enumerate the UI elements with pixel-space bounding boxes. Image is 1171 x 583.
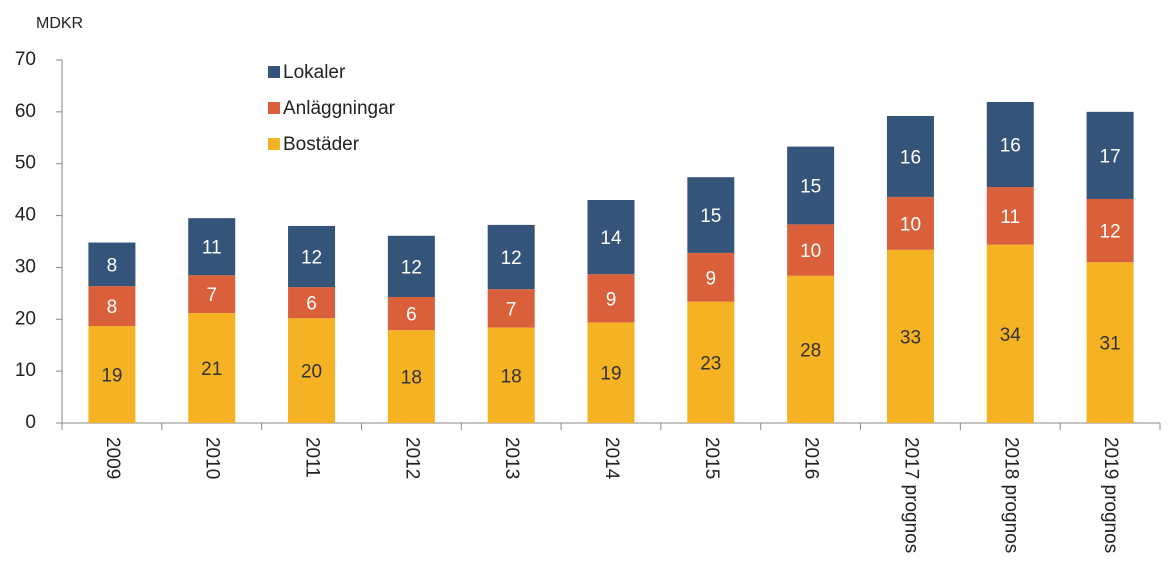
bar-segment bbox=[188, 218, 236, 276]
bar-segment bbox=[587, 200, 635, 275]
y-tick-label: 70 bbox=[15, 49, 36, 70]
data-label: 12 bbox=[301, 248, 322, 269]
data-label: 15 bbox=[700, 206, 721, 227]
bar-segment bbox=[487, 224, 535, 290]
legend-label: Lokaler bbox=[283, 62, 346, 83]
bar-segment bbox=[1086, 198, 1134, 263]
bar-segment bbox=[487, 327, 535, 423]
bar-segment bbox=[88, 242, 136, 287]
data-label: 16 bbox=[900, 147, 921, 168]
bar-segment bbox=[387, 235, 435, 297]
x-tick-label: 2017 prognos bbox=[900, 437, 921, 553]
bar-segment bbox=[288, 225, 336, 288]
bar-segment bbox=[387, 330, 435, 423]
bar-segment bbox=[487, 289, 535, 328]
bar-segment bbox=[88, 286, 136, 327]
data-label: 19 bbox=[600, 364, 621, 385]
data-label: 12 bbox=[501, 248, 522, 269]
y-tick-label: 50 bbox=[15, 153, 36, 174]
y-tick-label: 40 bbox=[15, 205, 36, 226]
x-tick-label: 2015 bbox=[701, 437, 722, 479]
bar-segment bbox=[886, 196, 934, 250]
bar-segment bbox=[587, 274, 635, 323]
bar-segment bbox=[1086, 111, 1134, 199]
data-label: 15 bbox=[800, 177, 821, 198]
bar-segment bbox=[1086, 262, 1134, 423]
bar-segment bbox=[986, 244, 1034, 423]
data-label: 8 bbox=[107, 297, 118, 318]
legend-label: Anläggningar bbox=[283, 98, 396, 119]
data-label: 34 bbox=[1000, 325, 1022, 346]
x-tick-label: 2009 bbox=[102, 437, 123, 479]
bar-segment bbox=[687, 301, 735, 423]
data-label: 21 bbox=[201, 359, 222, 380]
legend-label: Bostäder bbox=[283, 134, 360, 155]
x-tick-label: 2018 prognos bbox=[1000, 437, 1021, 553]
data-label: 12 bbox=[401, 257, 422, 278]
data-label: 14 bbox=[600, 228, 622, 249]
bar-segment bbox=[188, 313, 236, 423]
x-tick-label: 2011 bbox=[302, 437, 323, 478]
bar-segment bbox=[687, 177, 735, 253]
data-label: 19 bbox=[101, 366, 122, 387]
data-label: 23 bbox=[700, 353, 721, 374]
data-label: 11 bbox=[1000, 207, 1020, 228]
bar-segment bbox=[886, 249, 934, 423]
legend-swatch bbox=[268, 66, 280, 78]
data-label: 11 bbox=[202, 238, 222, 259]
bar-segment bbox=[288, 318, 336, 423]
data-label: 17 bbox=[1100, 146, 1121, 167]
bar-segment bbox=[886, 116, 934, 197]
bar-segment bbox=[88, 326, 136, 423]
data-label: 9 bbox=[706, 268, 717, 289]
y-tick-label: 10 bbox=[15, 360, 36, 381]
bar-segment bbox=[787, 146, 835, 225]
data-label: 9 bbox=[606, 289, 617, 310]
data-label: 8 bbox=[107, 255, 118, 276]
data-label: 28 bbox=[800, 340, 821, 361]
data-label: 6 bbox=[406, 305, 417, 326]
data-label: 31 bbox=[1100, 334, 1121, 355]
data-label: 18 bbox=[501, 366, 522, 387]
x-tick-label: 2010 bbox=[202, 437, 223, 479]
y-tick-label: 30 bbox=[15, 256, 36, 277]
data-label: 20 bbox=[301, 362, 322, 383]
x-tick-label: 2014 bbox=[601, 437, 622, 480]
bar-segment bbox=[787, 224, 835, 276]
data-label: 7 bbox=[506, 299, 517, 320]
x-tick-label: 2012 bbox=[401, 437, 422, 479]
bar-segment bbox=[986, 187, 1034, 245]
data-label: 10 bbox=[900, 214, 921, 235]
bar-segment bbox=[387, 296, 435, 331]
data-label: 7 bbox=[206, 285, 217, 306]
y-axis-label: MDKR bbox=[36, 15, 83, 32]
x-tick-label: 2016 bbox=[801, 437, 822, 479]
bar-segment bbox=[288, 287, 336, 319]
data-label: 10 bbox=[800, 241, 821, 262]
bar-segment bbox=[587, 322, 635, 423]
data-label: 6 bbox=[306, 294, 317, 315]
y-tick-label: 20 bbox=[15, 308, 36, 329]
x-tick-label: 2019 prognos bbox=[1100, 437, 1121, 553]
data-label: 33 bbox=[900, 327, 921, 348]
bar-segment bbox=[687, 252, 735, 302]
bar-segment bbox=[787, 275, 835, 423]
data-label: 16 bbox=[1000, 136, 1021, 157]
x-tick-label: 2013 bbox=[501, 437, 522, 479]
bar-segment bbox=[188, 275, 236, 314]
data-label: 12 bbox=[1100, 222, 1121, 243]
legend-swatch bbox=[268, 138, 280, 150]
bar-segment bbox=[986, 102, 1034, 188]
legend-swatch bbox=[268, 102, 280, 114]
y-tick-label: 60 bbox=[15, 101, 36, 122]
y-tick-label: 0 bbox=[25, 412, 36, 433]
data-label: 18 bbox=[401, 368, 422, 389]
